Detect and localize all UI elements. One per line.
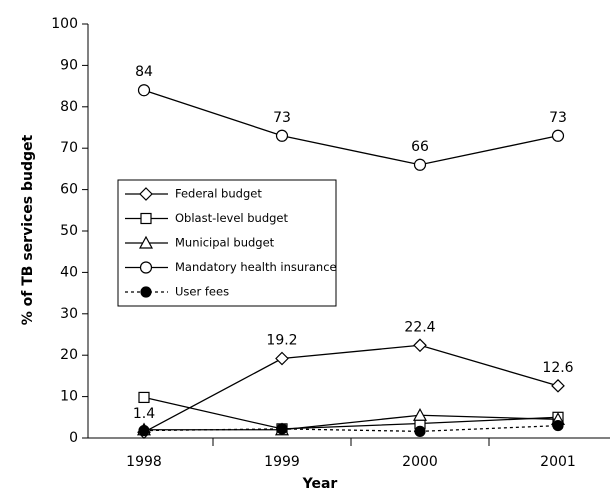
y-axis-label: % of TB services budget	[20, 134, 36, 325]
x-axis-label: Year	[302, 476, 338, 492]
y-tick-label: 10	[60, 389, 78, 405]
data-label: 12.6	[542, 360, 573, 376]
marker	[275, 129, 289, 142]
legend-label: User fees	[175, 285, 229, 299]
y-tick-label: 40	[60, 264, 78, 280]
marker	[413, 338, 427, 353]
legend-label: Federal budget	[175, 187, 262, 201]
marker	[139, 187, 153, 201]
y-tick-label: 20	[60, 347, 78, 363]
marker	[414, 425, 426, 437]
y-tick-label: 100	[51, 16, 78, 32]
marker	[138, 424, 150, 437]
y-tick-label: 80	[60, 99, 78, 115]
marker	[552, 419, 564, 432]
x-tick-label: 1999	[264, 454, 300, 470]
marker	[276, 423, 288, 435]
data-label: 66	[411, 139, 429, 155]
marker	[138, 235, 154, 249]
y-tick-label: 90	[60, 57, 78, 73]
series-line	[143, 344, 559, 433]
y-tick-label: 0	[69, 430, 78, 446]
marker	[140, 286, 152, 298]
x-tick-label: 2000	[402, 454, 438, 470]
series-line	[143, 89, 559, 166]
y-tick-label: 70	[60, 140, 78, 156]
data-label: 73	[273, 110, 291, 126]
legend-label: Mandatory health insurance	[175, 260, 337, 274]
series-line	[144, 414, 559, 431]
x-tick-label: 1998	[126, 454, 162, 470]
legend-label: Municipal budget	[175, 236, 275, 250]
marker	[412, 407, 428, 421]
marker	[413, 158, 427, 171]
marker	[137, 84, 151, 97]
data-label: 84	[135, 64, 153, 80]
data-label: 73	[549, 110, 567, 126]
marker	[140, 212, 152, 225]
data-label: 22.4	[404, 319, 435, 335]
marker	[139, 261, 153, 274]
marker	[551, 378, 565, 393]
legend-label: Oblast-level budget	[175, 211, 289, 225]
data-label: 19.2	[266, 333, 297, 349]
marker	[138, 391, 150, 404]
y-tick-label: 50	[60, 223, 78, 239]
series-line	[143, 396, 559, 430]
marker	[275, 351, 289, 366]
y-tick-label: 60	[60, 182, 78, 198]
y-tick-label: 30	[60, 306, 78, 322]
marker	[551, 129, 565, 142]
data-label: 1.4	[133, 406, 155, 422]
x-tick-label: 2001	[540, 454, 576, 470]
